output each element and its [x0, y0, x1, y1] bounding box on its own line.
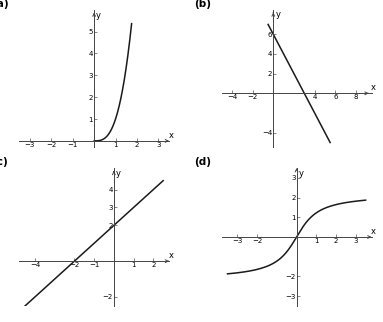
- Text: y: y: [96, 11, 101, 20]
- Text: x: x: [169, 251, 173, 260]
- Text: (c): (c): [0, 157, 8, 167]
- Text: y: y: [116, 169, 121, 178]
- Text: y: y: [275, 11, 280, 20]
- Text: x: x: [370, 83, 375, 92]
- Text: x: x: [371, 227, 376, 236]
- Text: y: y: [298, 169, 304, 178]
- Text: (b): (b): [195, 0, 211, 9]
- Text: x: x: [169, 131, 173, 140]
- Text: (a): (a): [0, 0, 9, 9]
- Text: (d): (d): [195, 157, 211, 167]
